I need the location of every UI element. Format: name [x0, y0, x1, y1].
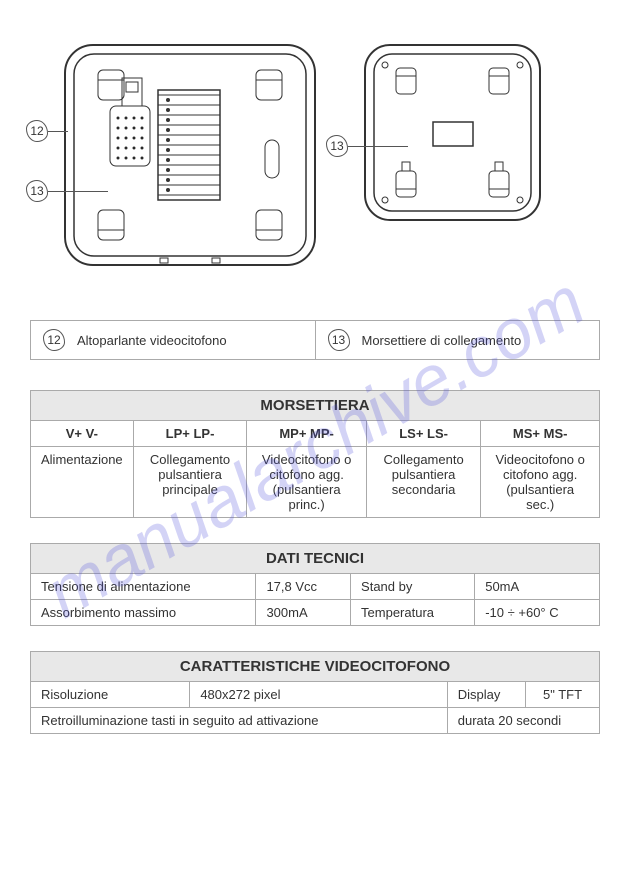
caratteristiche-table: CARATTERISTICHE VIDEOCITOFONO Risoluzion… [30, 651, 600, 734]
m-col-4: MS+ MS- [481, 421, 600, 447]
legend-row: 12 Altoparlante videocitofono 13 Morsett… [30, 320, 600, 360]
car-r0c1: 480x272 pixel [190, 682, 447, 708]
car-title: CARATTERISTICHE VIDEOCITOFONO [31, 652, 600, 682]
car-r1c0: Retroilluminazione tasti in seguito ad a… [31, 708, 448, 734]
callout-13-badge-right: 13 [326, 135, 348, 157]
m-r0c4: Videocitofono o citofono agg. (pulsantie… [481, 447, 600, 518]
diagrams-row: 12 13 [30, 40, 600, 270]
legend-cell-13: 13 Morsettiere di collegamento [316, 321, 600, 359]
dt-r0c0: Tensione di alimentazione [31, 574, 256, 600]
m-col-0: V+ V- [31, 421, 134, 447]
car-r0c0: Risoluzione [31, 682, 190, 708]
morsettiera-table: MORSETTIERA V+ V- LP+ LP- MP+ MP- LS+ LS… [30, 390, 600, 518]
device-diagram-left [60, 40, 320, 270]
legend-badge-12: 12 [43, 329, 65, 351]
callout-12-badge: 12 [26, 120, 48, 142]
dt-r1c0: Assorbimento massimo [31, 600, 256, 626]
dati-title: DATI TECNICI [31, 544, 600, 574]
device-diagram-right [360, 40, 545, 225]
m-col-1: LP+ LP- [133, 421, 247, 447]
callout-line [48, 131, 68, 132]
m-r0c1: Collegamento pulsantiera principale [133, 447, 247, 518]
dati-tecnici-table: DATI TECNICI Tensione di alimentazione 1… [30, 543, 600, 626]
callout-line [348, 146, 408, 147]
legend-cell-12: 12 Altoparlante videocitofono [31, 321, 316, 359]
diagram-left-wrap: 12 13 [60, 40, 320, 270]
m-r0c3: Collegamento pulsantiera secondaria [366, 447, 481, 518]
dt-r1c1: 300mA [256, 600, 351, 626]
callout-13-badge-left: 13 [26, 180, 48, 202]
callout-13-left: 13 [26, 180, 108, 202]
dt-r0c3: 50mA [475, 574, 600, 600]
m-col-3: LS+ LS- [366, 421, 481, 447]
legend-label-13: Morsettiere di collegamento [362, 333, 522, 348]
diagram-right-wrap: 13 [360, 40, 545, 225]
callout-13-right: 13 [326, 135, 408, 157]
legend-badge-13: 13 [328, 329, 350, 351]
dt-r1c3: -10 ÷ +60° C [475, 600, 600, 626]
m-r0c0: Alimentazione [31, 447, 134, 518]
m-col-2: MP+ MP- [247, 421, 366, 447]
car-r0c3: 5" TFT [526, 682, 600, 708]
morsettiera-title: MORSETTIERA [31, 391, 600, 421]
car-r0c2: Display [447, 682, 525, 708]
callout-line [48, 191, 108, 192]
legend-label-12: Altoparlante videocitofono [77, 333, 227, 348]
dt-r0c2: Stand by [351, 574, 475, 600]
car-r1c1: durata 20 secondi [447, 708, 599, 734]
dt-r1c2: Temperatura [351, 600, 475, 626]
callout-12: 12 [26, 120, 68, 142]
m-r0c2: Videocitofono o citofono agg. (pulsantie… [247, 447, 366, 518]
dt-r0c1: 17,8 Vcc [256, 574, 351, 600]
